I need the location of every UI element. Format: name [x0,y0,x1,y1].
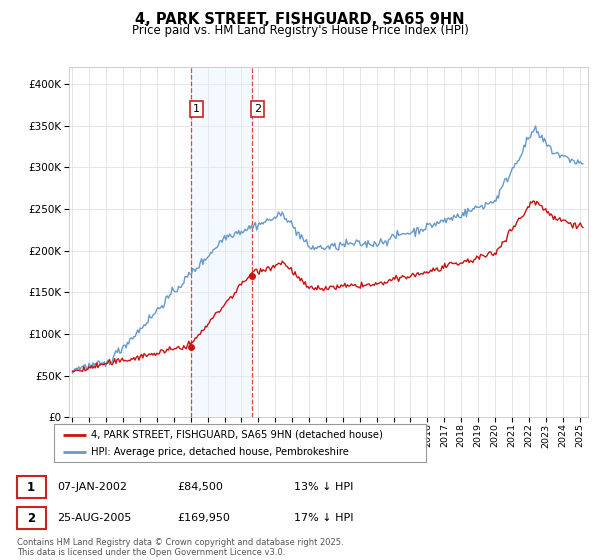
Text: 2: 2 [254,104,261,114]
Text: 13% ↓ HPI: 13% ↓ HPI [294,482,353,492]
Text: Contains HM Land Registry data © Crown copyright and database right 2025.
This d: Contains HM Land Registry data © Crown c… [17,538,343,557]
Text: £169,950: £169,950 [177,513,230,523]
Text: 1: 1 [193,104,200,114]
Text: 25-AUG-2005: 25-AUG-2005 [57,513,131,523]
Text: 4, PARK STREET, FISHGUARD, SA65 9HN (detached house): 4, PARK STREET, FISHGUARD, SA65 9HN (det… [91,430,383,440]
Text: £84,500: £84,500 [177,482,223,492]
Text: 4, PARK STREET, FISHGUARD, SA65 9HN: 4, PARK STREET, FISHGUARD, SA65 9HN [135,12,465,27]
Text: HPI: Average price, detached house, Pembrokeshire: HPI: Average price, detached house, Pemb… [91,447,349,458]
Text: 2: 2 [27,511,35,525]
Bar [191,67,253,417]
Text: 07-JAN-2002: 07-JAN-2002 [57,482,127,492]
Text: 1: 1 [27,480,35,494]
Text: Price paid vs. HM Land Registry's House Price Index (HPI): Price paid vs. HM Land Registry's House … [131,24,469,36]
Text: 17% ↓ HPI: 17% ↓ HPI [294,513,353,523]
